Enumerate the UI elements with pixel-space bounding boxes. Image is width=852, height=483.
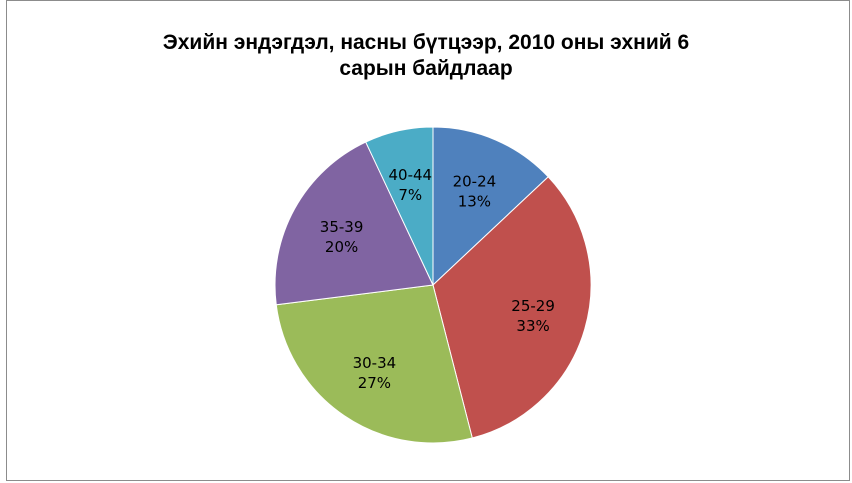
slice-category-label: 25-29 (511, 297, 555, 315)
slice-percent-label: 33% (516, 317, 549, 335)
slice-percent-label: 7% (398, 186, 422, 204)
slice-category-label: 30-34 (353, 354, 397, 372)
chart-title-line-2: сарын байдлаар (339, 57, 513, 80)
slice-category-label: 40-44 (389, 166, 433, 184)
pie-slice-20-24 (432, 126, 549, 287)
slice-percent-label: 27% (358, 374, 391, 392)
pie-slice-35-39 (274, 141, 434, 306)
chart-title-line-1: Эхийн эндэгдэл, насны бүтцээр, 2010 оны … (162, 31, 690, 54)
slice-category-label: 20-24 (453, 172, 497, 190)
pie-slice-40-44 (365, 126, 434, 286)
slice-category-label: 35-39 (320, 218, 364, 236)
chart-title: Эхийн эндэгдэл, насны бүтцээр, 2010 оны … (0, 30, 852, 82)
slice-percent-label: 20% (325, 238, 358, 256)
pie-slice-25-29 (432, 176, 592, 439)
pie-slice-30-34 (275, 284, 473, 444)
slice-percent-label: 13% (458, 192, 491, 210)
